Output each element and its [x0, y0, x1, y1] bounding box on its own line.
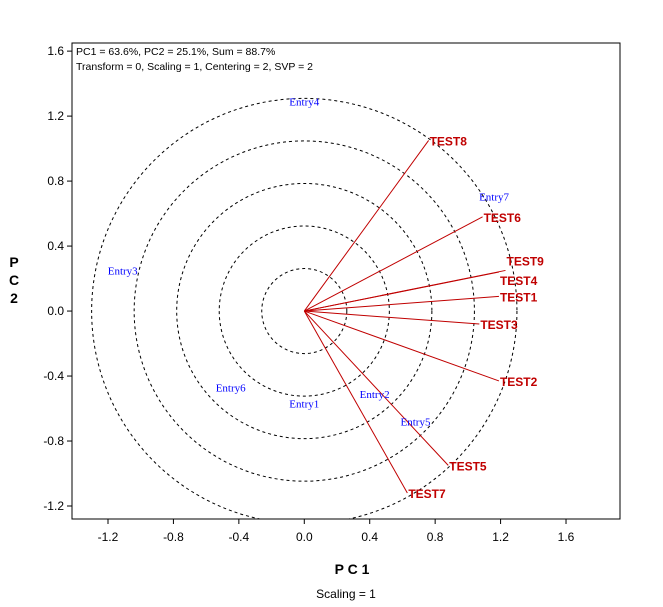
x-tick-label: -0.8	[163, 530, 184, 544]
y-tick-label: 0.4	[47, 239, 64, 253]
tester-label-test3: TEST3	[480, 318, 518, 332]
ticks-group: -1.2 -0.8 -0.4 0.0 0.4 0.8 1.2 1.6 1.6 1.2 0.8 0.4 0…	[43, 44, 574, 544]
entry-label-entry2: Entry2	[360, 389, 390, 401]
x-tick-label: -0.4	[229, 530, 250, 544]
plot-frame	[71, 42, 621, 520]
entry-label-entry7: Entry7	[479, 191, 509, 203]
tester-label-test7: TEST7	[408, 487, 446, 501]
x-tick-label: 0.8	[427, 530, 444, 544]
x-axis-label: P C 1	[335, 561, 370, 577]
x-tick-label: 0.4	[361, 530, 378, 544]
tester-vector-test1	[304, 295, 499, 312]
tester-label-test8: TEST8	[430, 134, 468, 148]
tester-label-test1: TEST1	[500, 290, 538, 304]
tester-vector-test6	[304, 216, 483, 312]
tester-vector-test2	[304, 310, 500, 382]
concentric-circle-2	[218, 225, 390, 397]
tester-label-test5: TEST5	[449, 459, 487, 473]
concentric-circle-3	[176, 182, 433, 440]
y-tick-label: 0.8	[47, 174, 64, 188]
vectors-group	[303, 140, 506, 494]
y-axis-label-c: C	[9, 272, 19, 288]
info-line-1: PC1 = 63.6%, PC2 = 25.1%, Sum = 88.7%	[76, 46, 275, 58]
entry-label-entry4: Entry4	[289, 96, 319, 108]
info-line-2: Transform = 0, Scaling = 1, Centering = …	[76, 61, 313, 73]
concentric-circle-5	[91, 97, 518, 519]
y-tick-label: -0.8	[43, 434, 64, 448]
concentric-circle-1	[261, 268, 348, 355]
tester-label-test9: TEST9	[506, 254, 544, 268]
entry-label-entry3: Entry3	[108, 265, 138, 277]
tester-vector-test8	[303, 140, 430, 312]
entry-label-entry5: Entry5	[401, 417, 431, 429]
x-tick-label: 1.6	[558, 530, 575, 544]
y-tick-label: -1.2	[43, 499, 64, 513]
circles-group	[91, 97, 518, 519]
y-tick-label: 1.2	[47, 109, 64, 123]
entry-label-entry1: Entry1	[289, 399, 319, 411]
tester-vector-test3	[304, 310, 480, 325]
x-tick-label: 0.0	[296, 530, 313, 544]
tester-vector-test5	[303, 310, 449, 466]
x-tick-label: -1.2	[98, 530, 119, 544]
y-axis-label-p: P	[9, 254, 18, 270]
tester-label-test6: TEST6	[484, 211, 522, 225]
tester-vector-test7	[303, 310, 408, 494]
entry-label-entry6: Entry6	[216, 382, 246, 394]
labels-group: TEST1 TEST2 TEST3 TEST4 TEST5 TEST6 TEST7 TEST8…	[108, 96, 544, 501]
tester-vector-test9	[304, 269, 506, 312]
scaling-subtitle: Scaling = 1	[316, 587, 376, 601]
y-tick-label: 1.6	[47, 44, 64, 58]
concentric-circle-4	[133, 140, 475, 482]
tester-label-test2: TEST2	[500, 375, 538, 389]
tester-label-test4: TEST4	[500, 274, 538, 288]
y-axis-label-2: 2	[10, 290, 18, 306]
x-tick-label: 1.2	[492, 530, 509, 544]
y-tick-label: 0.0	[47, 304, 64, 318]
y-tick-label: -0.4	[43, 369, 64, 383]
